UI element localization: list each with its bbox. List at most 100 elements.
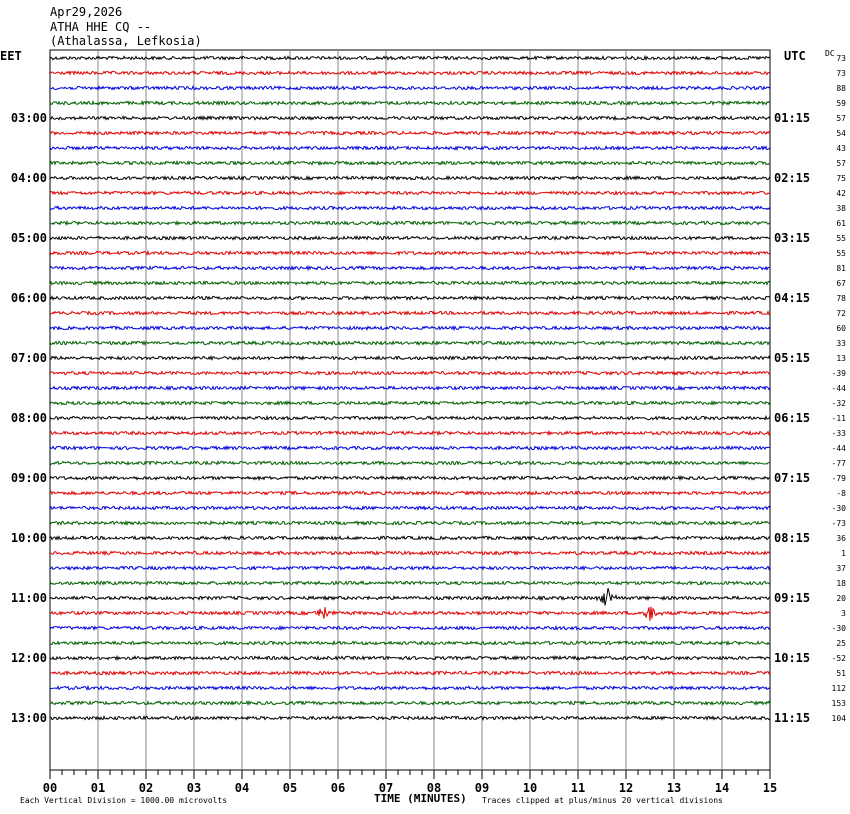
trace-line [49,429,771,437]
trace-line [49,624,771,632]
seismic-traces [49,54,771,721]
x-tick-label: 02 [139,781,153,795]
dc-offset-label: -30 [832,624,847,633]
dc-offset-label: 61 [836,219,846,228]
dc-offset-label: 37 [836,564,846,573]
dc-offset-label: 112 [832,684,847,693]
dc-offset-label: 59 [836,99,846,108]
trace-line [49,654,771,661]
trace-line [49,54,771,62]
dc-offset-label: -73 [832,519,847,528]
trace-line [49,355,771,362]
dc-offset-label: 13 [836,354,846,363]
trace-line [49,519,771,527]
dc-offset-label: 20 [836,594,846,603]
dc-offset-label: -30 [832,504,847,513]
x-tick-label: 12 [619,781,633,795]
right-hour-label: 01:15 [774,111,810,125]
dc-offset-label: 54 [836,129,846,138]
x-tick-label: 08 [427,781,441,795]
dc-offset-label: 72 [836,309,846,318]
right-hour-label: 06:15 [774,411,810,425]
dc-offset-label: 51 [836,669,846,678]
x-tick-label: 10 [523,781,537,795]
trace-line [49,279,771,286]
dc-offset-label: 42 [836,189,846,198]
x-tick-label: 05 [283,781,297,795]
x-tick-label: 14 [715,781,729,795]
dc-offset-label: 55 [836,249,846,258]
dc-offset-label: 55 [836,234,846,243]
dc-offset-label: -32 [832,399,847,408]
plot-date: Apr29,2026 [50,5,123,19]
dc-offset-label: -11 [832,414,847,423]
trace-line [49,580,771,586]
x-tick-label: 00 [43,781,57,795]
trace-line [49,189,771,197]
trace-line [49,234,771,241]
left-hour-label: 09:00 [11,471,47,485]
trace-line [49,588,771,606]
right-hour-label: 08:15 [774,531,810,545]
right-hour-label: 11:15 [774,711,810,725]
trace-line [50,714,771,721]
x-tick-label: 11 [571,781,585,795]
station-name: ATHA HHE CQ -- [50,20,152,34]
x-tick-label: 06 [331,781,345,795]
left-hour-label: 05:00 [11,231,47,245]
dc-offset-label: 33 [836,339,846,348]
left-timezone-label: EET [0,49,22,63]
dc-offset-label: 18 [836,579,846,588]
trace-line [49,130,771,137]
dc-offset-label: -44 [832,444,847,453]
dc-offset-label: 60 [836,324,846,333]
station-location: (Athalassa, Lefkosia) [50,34,202,48]
plot-grid [49,49,771,771]
trace-line [50,549,771,557]
left-hour-label: 10:00 [11,531,47,545]
trace-line [49,324,771,332]
dc-offset-label: -39 [832,369,847,378]
trace-line [49,115,771,121]
right-hour-label: 09:15 [774,591,810,605]
dc-offset-label: 67 [836,279,846,288]
dc-offset-label: 104 [832,714,847,723]
plot-frame [49,49,771,771]
dc-offset-label: 57 [836,114,846,123]
dc-offset-label: 78 [836,294,846,303]
time-labels: 7373885957544357754238615555816778726033… [11,54,846,725]
trace-line [49,249,771,257]
trace-line [49,699,771,707]
trace-line [49,99,771,107]
trace-line [49,264,771,272]
clipping-note: Traces clipped at plus/minus 20 vertical… [482,796,723,805]
vertical-division-note: Each Vertical Division = 1000.00 microvo… [20,796,228,805]
left-hour-label: 07:00 [11,351,47,365]
right-hour-label: 02:15 [774,171,810,185]
left-hour-label: 03:00 [11,111,47,125]
trace-line [49,204,771,211]
trace-line [49,414,771,421]
trace-line [49,84,771,91]
trace-line [49,370,771,376]
left-hour-label: 11:00 [11,591,47,605]
x-axis: 00 01 02 03 04 05 06 07 08 09 10 11 12 13 14 15 [43,770,777,795]
x-tick-label: 01 [91,781,105,795]
left-hour-label: 04:00 [11,171,47,185]
dc-header: DC [825,49,835,58]
right-hour-label: 05:15 [774,351,810,365]
x-tick-label: 07 [379,781,393,795]
trace-line [49,219,771,227]
trace-line [49,474,771,482]
left-hour-label: 08:00 [11,411,47,425]
x-tick-label: 09 [475,781,489,795]
trace-line [49,684,771,692]
dc-offset-label: -33 [832,429,847,438]
trace-line [49,399,771,407]
left-hour-label: 12:00 [11,651,47,665]
trace-line [49,535,770,542]
dc-offset-label: 75 [836,174,846,183]
dc-offset-label: 73 [836,54,846,63]
trace-line [49,159,771,167]
